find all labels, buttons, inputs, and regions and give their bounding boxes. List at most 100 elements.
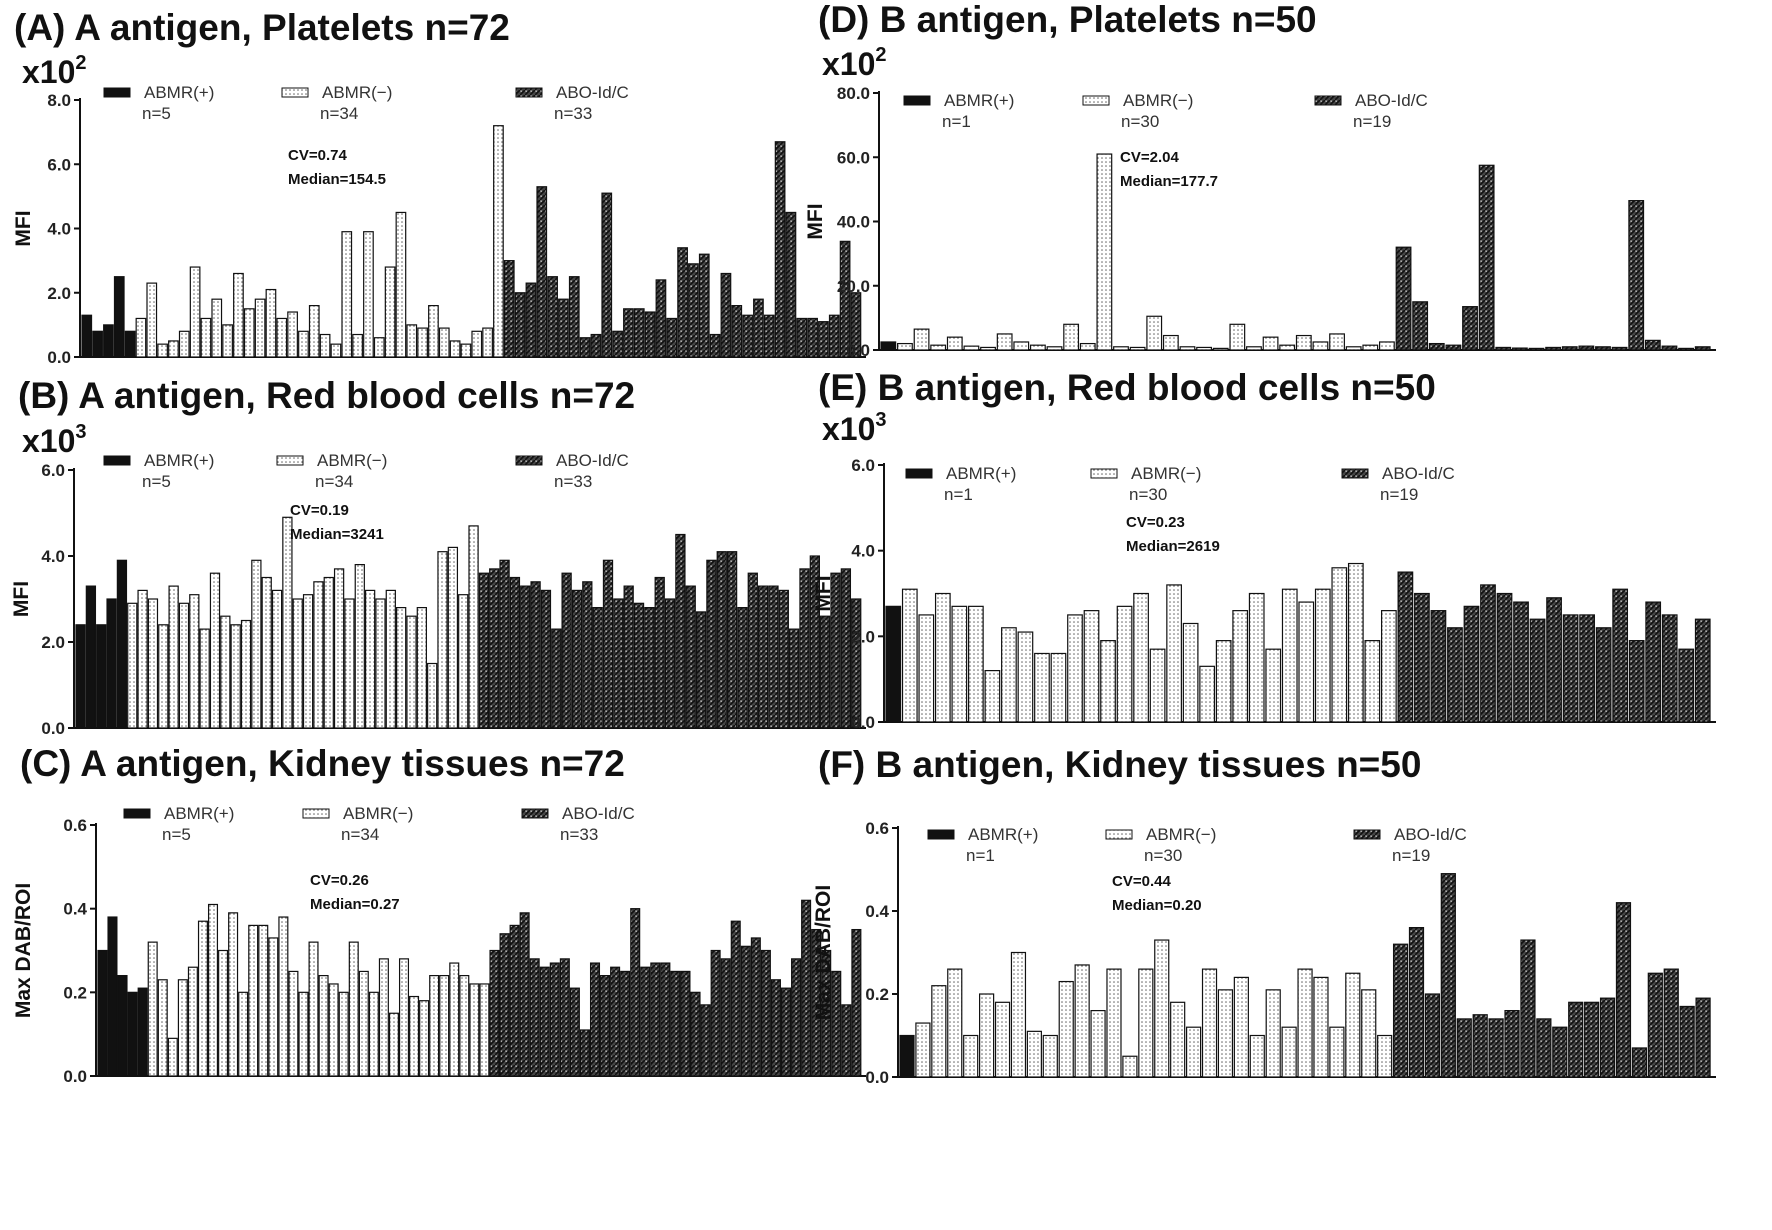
bar-abmr [428,305,439,358]
legend-swatch [276,455,304,466]
bar-abo-id-c [1568,1001,1584,1078]
bar-abo-id-c [602,559,614,729]
bar-abo-id-c [1488,1018,1504,1078]
bar-abo-id-c [791,958,802,1077]
bar-abmr [318,974,329,1077]
bar-abo-id-c [780,987,792,1077]
bar-abmr [406,615,417,729]
chart-panel-d: (D) B antigen, Platelets n=50 x102 MFI 0.0 2… [804,0,1716,360]
median-annotation: Median=177.7 [1120,173,1218,190]
bar-abo-id-c [1615,902,1632,1078]
bar-abo-id-c [1424,993,1441,1078]
cv-annotation: CV=0.23 [1126,514,1185,531]
bar-abo-id-c [478,572,490,729]
bar-abmr [1179,346,1196,351]
legend-count: n=1 [944,485,973,504]
bar-abo-id-c [503,260,515,358]
bar-abmr [459,974,470,1077]
bar-abo-id-c [1695,997,1711,1078]
bar-abo-id-c [710,949,721,1077]
bar-abo-id-c [644,606,655,729]
legend-swatch [1082,95,1110,106]
bar-abmr [338,991,349,1077]
scale-label: x103 [22,421,87,459]
bar-abmr [1017,631,1034,723]
bar-abo-id-c [675,533,686,729]
bar-abmr [333,568,345,729]
bar-abmr [493,125,504,358]
y-axis-label: MFI [12,210,35,246]
bar-abmr [1215,640,1232,723]
bar-abmr [207,903,219,1077]
y-axis-label: Max DAB/ROI [812,885,835,1020]
bar-abo-id-c [811,928,822,1077]
bar-abmr [1229,323,1246,351]
legend-count: n=30 [1121,112,1159,131]
bar-abmr [146,282,158,358]
chart-panel-b: (B) A antigen, Red blood cells n=72 x103 M… [10,375,866,738]
bar-abmr [368,991,379,1077]
bar-abo-id-c [1661,614,1678,723]
legend-swatch [1105,829,1133,840]
bar-abmr [388,1012,399,1077]
bar-abo-id-c [757,585,769,729]
cv-annotation: CV=0.44 [1112,873,1171,890]
bar-abmr [177,979,188,1077]
y-axis-label: MFI [812,575,835,611]
bar-abo-id-c [1631,1047,1648,1078]
legend-label: ABO-Id/C [1394,825,1467,844]
bar-abo-id-c [623,585,634,729]
y-axis-label: MFI [804,203,827,239]
panels: (A) A antigen, Platelets n=72 x102 MFI 0.0 2… [10,0,1716,1087]
bar-abmr [189,266,201,358]
legend-swatch [1314,95,1342,106]
bar-abmr [1083,610,1100,723]
bar-abmr [313,581,324,729]
bar-abo-id-c [579,1029,590,1077]
bar-abmr [178,330,190,358]
bar-abo-id-c [633,308,645,358]
legend-label: ABO-Id/C [556,83,629,102]
bar-abmr [348,941,359,1077]
bar-abo-id-c [1579,614,1595,723]
y-tick-label: 2.0 [41,633,65,652]
bar-abmr [469,983,480,1077]
bar-abmr [918,614,935,723]
bar-abo-id-c [818,321,829,358]
bar-abmr [417,327,428,358]
bar-abmr [323,576,334,729]
bar-abo-id-c [830,572,841,729]
bar-abo-id-c [654,576,665,729]
legend-count: n=5 [142,104,171,123]
bar-abmr [1122,1055,1138,1078]
bar-abo-id-c [851,598,862,729]
bar-abo-id-c [1561,346,1578,351]
bar-abmr [116,559,128,729]
legend-count: n=34 [341,825,379,844]
bar-abmr [1329,333,1345,351]
bar-abo-id-c [571,589,583,729]
bar-abmr [238,991,249,1077]
bar-abo-id-c [1447,627,1463,723]
bar-abo-id-c [1392,943,1409,1078]
legend-label: ABMR(−) [322,83,392,102]
bar-abo-id-c [1440,873,1456,1078]
bar-abmr [178,602,190,729]
y-tick-label: 6.0 [47,155,71,174]
legend-count: n=34 [320,104,358,123]
bar-abmr [261,576,272,729]
y-tick-label: 6.0 [851,456,875,475]
bar-abmr [106,598,117,729]
y-tick-label: 0.2 [865,985,889,1004]
bar-abmr [899,1034,915,1078]
y-tick-label: 0.0 [846,341,870,360]
chart-panel-a: (A) A antigen, Platelets n=72 x102 MFI 0.0 2… [12,7,866,367]
bar-abo-id-c [839,240,851,358]
bar-abmr [220,615,231,729]
bar-abmr [199,628,210,729]
bar-abo-id-c [1511,347,1528,351]
bar-abo-id-c [1679,1005,1695,1078]
bar-abo-id-c [778,589,789,729]
bar-abo-id-c [1552,1026,1568,1078]
bar-abmr [1096,153,1113,351]
